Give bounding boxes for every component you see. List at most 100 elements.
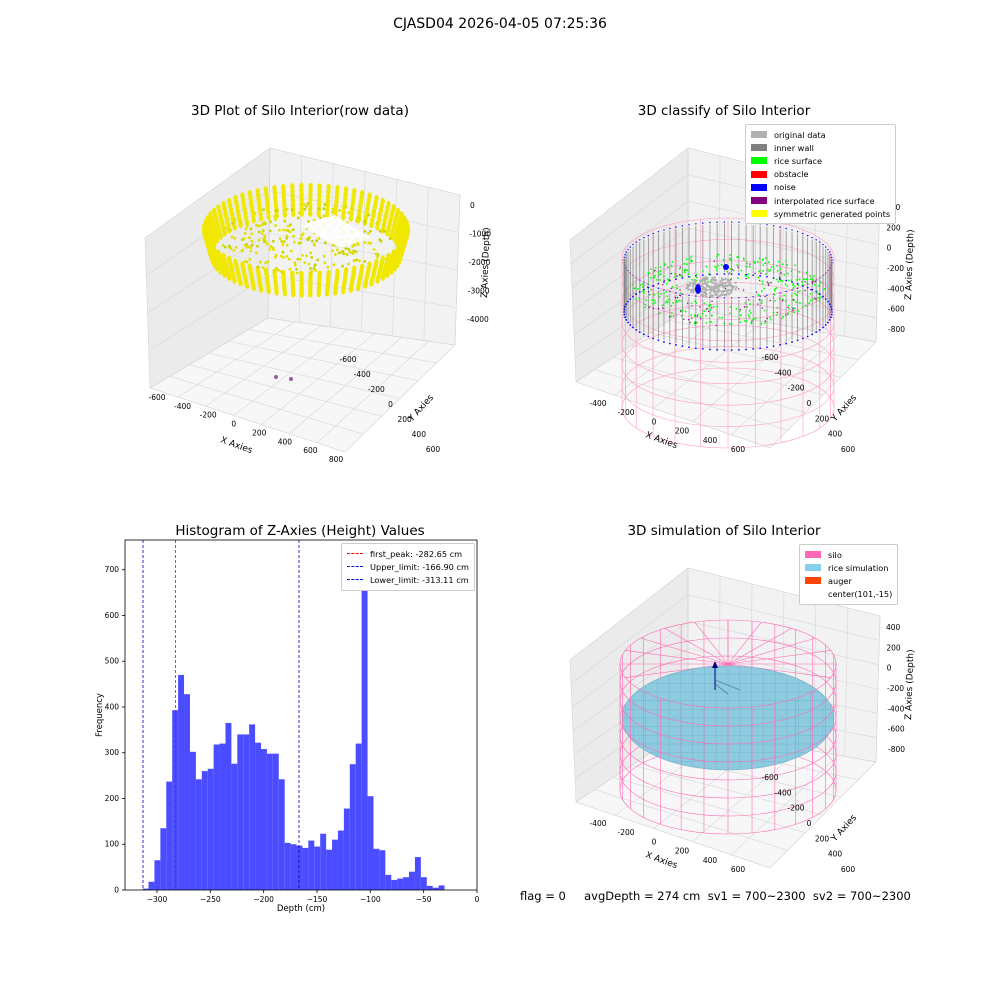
panel1-data-point <box>371 269 377 276</box>
original-data-point <box>711 281 714 284</box>
rice-surface-point <box>650 288 653 291</box>
noise-point <box>806 283 809 286</box>
rice-surface-point <box>635 298 637 301</box>
noise-point <box>801 337 804 340</box>
interpolated-surface-point <box>737 266 739 268</box>
panel1-data-point <box>402 238 407 245</box>
silo-roof-spoke <box>640 663 729 691</box>
grid-line <box>687 281 877 318</box>
original-data-point <box>730 290 733 294</box>
noise-point <box>730 221 733 223</box>
grid-line <box>575 307 689 383</box>
panel1-data-point <box>344 205 348 209</box>
x-tick-label: −300 <box>147 895 168 904</box>
grid-line <box>205 325 322 407</box>
rice-surface-point <box>670 264 673 267</box>
silo-roof-spoke <box>727 621 762 665</box>
panel1-data-point <box>311 239 314 243</box>
panel1-data-point <box>295 267 298 271</box>
noise-point <box>831 256 833 259</box>
panel2-y-tick: 200 <box>815 414 830 423</box>
interpolated-surface-point <box>792 307 794 309</box>
original-data-point <box>718 294 722 297</box>
rice-surface-point <box>773 293 776 296</box>
rice-surface-point <box>746 262 749 265</box>
panel1-data-point <box>341 209 346 216</box>
panel1-data-point <box>230 215 235 222</box>
panel1-data-point <box>387 221 392 228</box>
panel1-data-point <box>402 215 407 222</box>
silo-wire-ring <box>621 281 835 363</box>
rice-surface-point <box>792 282 795 285</box>
interpolated-surface-point <box>751 320 753 322</box>
panel1-data-point <box>208 250 213 257</box>
panel2-z-tick: -600 <box>888 305 905 314</box>
rice-surface-point <box>661 304 664 307</box>
panel1-data-point <box>212 228 218 235</box>
interpolated-surface-point <box>634 293 637 295</box>
panel1-data-point <box>325 206 330 214</box>
noise-point <box>624 264 626 266</box>
panel1-data-point <box>348 286 354 293</box>
panel1-data-point <box>359 267 364 274</box>
original-data-point <box>721 284 724 287</box>
panel1-data-point <box>353 243 357 247</box>
panel1-data-point <box>205 235 211 242</box>
grid-line <box>177 321 295 398</box>
panel1-data-point <box>343 267 349 274</box>
panel1-data-point <box>365 268 371 275</box>
interpolated-surface-point <box>668 279 671 281</box>
panel1-data-point <box>250 212 256 219</box>
panel1-data-point <box>371 212 376 220</box>
histogram-bar <box>290 844 297 890</box>
original-data-point <box>722 289 725 293</box>
noise-point <box>652 337 655 340</box>
rice-surface-point <box>670 304 673 307</box>
rice-surface-point <box>809 293 812 295</box>
panel1-data-point <box>400 246 405 253</box>
panel1-data-point <box>202 230 207 238</box>
original-data-point <box>730 285 734 288</box>
rice-surface-point <box>782 298 785 301</box>
original-data-point <box>715 289 718 292</box>
noise-point <box>681 225 684 227</box>
panel1-data-point <box>274 218 277 222</box>
grid-line <box>148 275 269 351</box>
noise-point <box>647 234 650 237</box>
rice-surface-point <box>667 298 670 301</box>
rice-surface-point <box>809 275 812 278</box>
noise-point <box>779 344 781 346</box>
noise-point <box>779 226 781 228</box>
panel1-data-point <box>334 194 339 201</box>
panel1-data-point <box>223 209 228 216</box>
interpolated-surface-point <box>652 307 654 310</box>
panel1-x-tick: 600 <box>303 446 318 455</box>
rice-surface-point <box>666 282 668 285</box>
panel1-data-point <box>241 248 245 252</box>
noise-point <box>681 276 684 279</box>
panel1-data-point <box>247 263 252 270</box>
interpolated-surface-point <box>713 260 716 262</box>
silo-wire-ring <box>621 239 835 320</box>
rice-surface-point <box>680 300 682 302</box>
panel1-data-point <box>372 203 377 211</box>
grid-line <box>344 344 456 453</box>
panel1-data-point <box>325 202 330 209</box>
rice-surface-point <box>813 275 816 277</box>
panel1-data-point <box>280 239 284 243</box>
panel1-data-point <box>281 255 285 259</box>
panel1-data-point <box>290 192 295 199</box>
panel1-data-point <box>238 221 243 228</box>
rice-surface-point <box>728 271 731 274</box>
panel1-data-point <box>391 224 396 232</box>
panel1-data-point <box>248 194 253 201</box>
interpolated-surface-point <box>749 263 751 265</box>
panel1-data-point <box>228 263 234 270</box>
original-data-point <box>729 289 732 292</box>
legend-entry: symmetric generated points <box>751 207 890 220</box>
original-data-point <box>730 288 733 292</box>
rice-surface-point <box>774 288 776 290</box>
noise-point <box>625 303 628 305</box>
grid-line <box>594 369 788 431</box>
rice-surface-point <box>718 316 721 319</box>
